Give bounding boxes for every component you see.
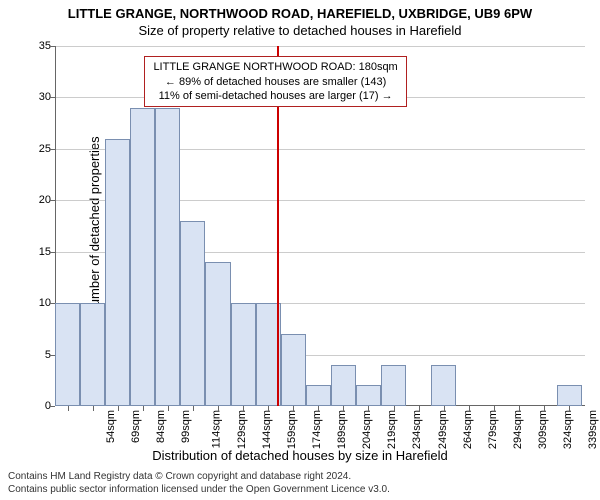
footer-line-1: Contains HM Land Registry data © Crown c… <box>8 471 390 484</box>
x-tick: 309sqm <box>537 410 549 449</box>
x-tick-mark <box>519 406 520 411</box>
bar <box>306 385 331 406</box>
bar <box>55 303 80 406</box>
x-tick: 159sqm <box>286 410 298 449</box>
x-tick: 129sqm <box>236 410 248 449</box>
annotation-box: LITTLE GRANGE NORTHWOOD ROAD: 180sqm ← 8… <box>144 56 406 107</box>
bar <box>80 303 105 406</box>
x-tick-mark <box>368 406 369 411</box>
x-tick-mark <box>343 406 344 411</box>
y-axis: 05101520253035 <box>25 46 55 406</box>
bar <box>180 221 205 406</box>
x-tick: 99sqm <box>180 410 192 443</box>
x-tick-mark <box>318 406 319 411</box>
x-tick: 264sqm <box>462 410 474 449</box>
bar <box>105 139 130 406</box>
chart-area: Number of detached properties 0510152025… <box>55 46 585 406</box>
bar <box>155 108 180 406</box>
x-tick: 324sqm <box>562 410 574 449</box>
x-tick-mark <box>218 406 219 411</box>
x-axis: 54sqm 69sqm 84sqm 99sqm 114sqm 129sqm 144sqm 15… <box>55 406 585 446</box>
annotation-line-1: LITTLE GRANGE NORTHWOOD ROAD: 180sqm <box>153 60 397 74</box>
annotation-line-2: ← 89% of detached houses are smaller (14… <box>153 75 397 89</box>
bar <box>557 385 582 406</box>
x-tick: 279sqm <box>487 410 499 449</box>
x-tick-mark <box>93 406 94 411</box>
x-tick-mark <box>494 406 495 411</box>
x-tick-mark <box>293 406 294 411</box>
bar <box>431 365 456 406</box>
page-title-main: LITTLE GRANGE, NORTHWOOD ROAD, HAREFIELD… <box>0 0 600 21</box>
x-tick: 84sqm <box>155 410 167 443</box>
x-tick-mark <box>444 406 445 411</box>
x-axis-label: Distribution of detached houses by size … <box>0 448 600 463</box>
bar <box>356 385 381 406</box>
x-tick: 189sqm <box>336 410 348 449</box>
bar <box>281 334 306 406</box>
footer: Contains HM Land Registry data © Crown c… <box>8 471 390 496</box>
x-tick: 219sqm <box>387 410 399 449</box>
x-tick-mark <box>544 406 545 411</box>
x-tick: 144sqm <box>261 410 273 449</box>
bar <box>130 108 155 406</box>
x-tick-mark <box>419 406 420 411</box>
page-title-sub: Size of property relative to detached ho… <box>0 21 600 38</box>
x-tick-mark <box>268 406 269 411</box>
x-tick: 339sqm <box>587 410 599 449</box>
x-tick-mark <box>193 406 194 411</box>
x-tick-mark <box>68 406 69 411</box>
footer-line-2: Contains public sector information licen… <box>8 484 390 497</box>
bar <box>381 365 406 406</box>
x-tick-mark <box>243 406 244 411</box>
bar <box>331 365 356 406</box>
annotation-line-3: 11% of semi-detached houses are larger (… <box>153 89 397 103</box>
x-tick: 204sqm <box>361 410 373 449</box>
x-tick-mark <box>394 406 395 411</box>
x-tick: 174sqm <box>311 410 323 449</box>
x-tick: 294sqm <box>512 410 524 449</box>
x-tick: 69sqm <box>130 410 142 443</box>
x-tick-mark <box>143 406 144 411</box>
bar <box>205 262 230 406</box>
x-tick-mark <box>469 406 470 411</box>
x-tick: 54sqm <box>105 410 117 443</box>
bar <box>231 303 256 406</box>
x-tick-mark <box>118 406 119 411</box>
x-tick-mark <box>168 406 169 411</box>
x-tick-mark <box>569 406 570 411</box>
x-tick: 234sqm <box>412 410 424 449</box>
x-tick: 249sqm <box>437 410 449 449</box>
x-tick: 114sqm <box>210 410 222 448</box>
